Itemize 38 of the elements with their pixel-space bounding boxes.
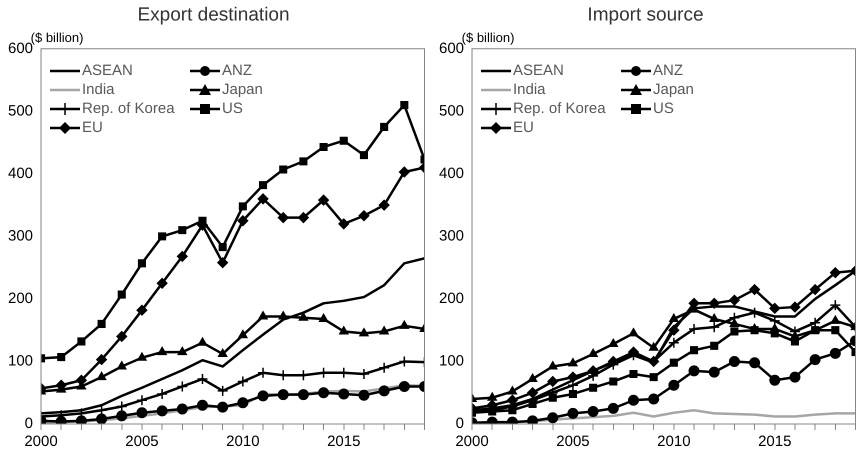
legend-label: India [82,81,115,98]
legend-label: Japan [653,81,694,98]
y-tick-label: 100 [438,352,464,370]
legend-label: Rep. of Korea [513,100,606,117]
legend-label: US [222,100,243,117]
y-tick-label: 400 [438,165,464,182]
x-tick-label: 2015 [758,433,792,450]
legend-label: India [513,81,546,98]
x-tick-label: 2010 [657,433,691,450]
y-tick-label: 400 [8,165,34,182]
y-tick-label: 0 [456,415,464,432]
y-tick-label: 500 [438,102,464,120]
legend-label: ANZ [653,62,683,79]
legend-label: ANZ [222,62,252,79]
y-tick-label: 200 [438,290,464,308]
x-tick-label: 2000 [455,433,489,450]
x-tick-label: 2015 [327,433,360,450]
legend-label: ASEAN [82,62,133,79]
legend-label: EU [82,119,103,136]
y-tick-label: 500 [8,102,34,120]
x-tick-label: 2005 [556,433,590,450]
y-axis-title: ($ billion) [462,30,514,45]
legend-label: Rep. of Korea [82,100,175,117]
y-tick-label: 100 [8,352,34,370]
y-axis-title: ($ billion) [30,30,84,45]
legend-label: EU [513,119,534,136]
legend-label: ASEAN [513,62,564,79]
x-tick-label: 2005 [125,433,159,450]
x-tick-label: 2000 [24,433,58,450]
legend-label: US [653,100,674,117]
y-tick-label: 200 [8,290,34,308]
chart-title: Export destination [137,4,290,26]
y-tick-label: 0 [24,415,34,432]
y-tick-label: 300 [438,228,464,245]
x-tick-label: 2010 [226,433,260,450]
y-tick-label: 300 [8,228,34,245]
chart-title: Import source [587,4,704,26]
legend-label: Japan [222,81,263,98]
